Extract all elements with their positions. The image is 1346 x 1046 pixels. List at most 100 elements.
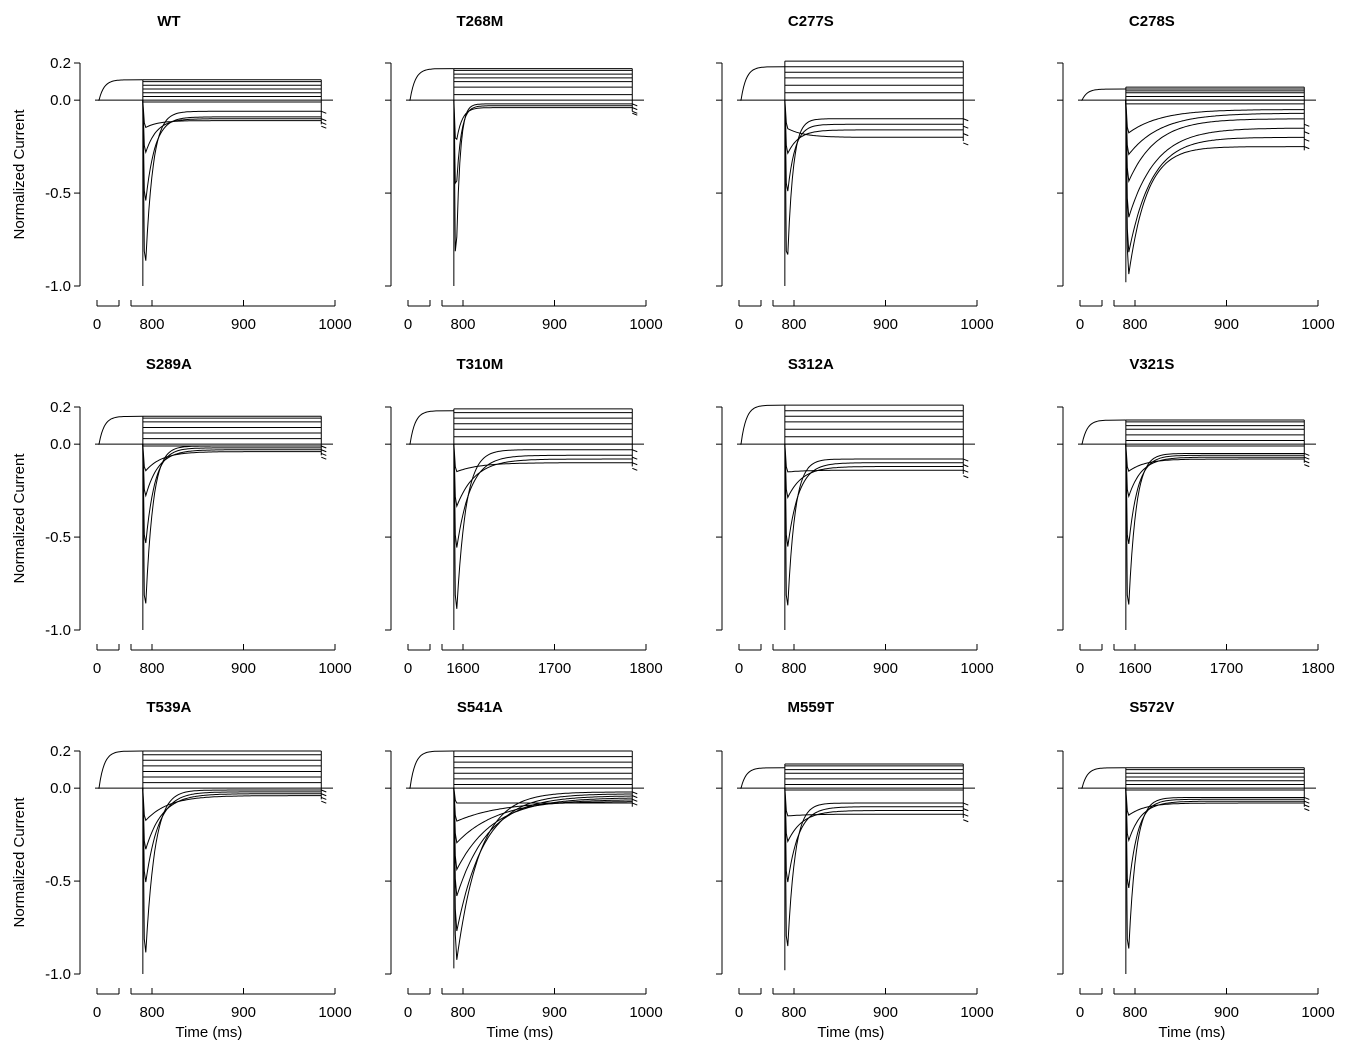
x-tick-label: 1000 [318,660,351,677]
x-tick-label: 0 [1076,316,1084,333]
tail-trace [1304,131,1310,135]
inward-current-trace [142,787,322,822]
tail-trace [963,142,969,146]
x-tick-label: 800 [139,660,164,677]
inward-current-trace [453,99,633,141]
x-tick-label: 0 [404,316,412,333]
inward-current-trace [784,787,964,817]
panel-title: T539A [146,699,191,716]
y-axis-label: Normalized Current [11,109,28,240]
panel-title: T310M [457,356,504,373]
tail-trace [321,456,327,460]
inward-current-trace [784,99,964,192]
inward-current-trace [784,787,964,947]
inward-current-trace [453,443,633,609]
inward-current-trace [453,443,633,548]
inward-current-trace [784,443,964,473]
inward-current-trace [1125,787,1305,949]
panel-title: M559T [788,699,835,716]
inward-current-trace [1125,443,1305,499]
tail-trace [632,112,638,116]
x-tick-label: 800 [781,660,806,677]
panel-s572v: S572V 0 800 900 1000 Time (ms) [1057,699,1335,1041]
inward-current-trace [453,787,633,932]
inward-current-trace [1125,99,1305,134]
y-tick-label: 0.0 [50,780,71,797]
x-tick-label: 900 [873,316,898,333]
tail-trace [963,118,969,122]
tail-trace [963,802,969,806]
tail-trace [632,791,638,795]
x-tick-label: 900 [542,1004,567,1021]
tail-trace [632,110,638,114]
x-tick-label: 800 [139,316,164,333]
inward-current-trace [142,443,322,472]
x-tick-label: 1000 [1301,316,1334,333]
panel-title: S289A [146,356,192,373]
tail-trace [1304,796,1310,800]
prepulse-trace [408,410,454,445]
tail-trace [632,795,638,799]
inward-current-trace [784,787,964,883]
inward-current-trace [1125,99,1305,218]
panel-title: S572V [1129,699,1174,716]
tail-trace [321,789,327,793]
x-tick-label: 1800 [629,660,662,677]
x-tick-label: 800 [781,316,806,333]
tail-trace [963,133,969,137]
inward-current-trace [1125,443,1305,544]
panel-title: C277S [788,13,834,30]
tail-trace [632,798,638,802]
inward-current-trace [1125,787,1305,888]
y-tick-label: -0.5 [45,529,71,546]
tail-trace [1304,456,1310,460]
prepulse-trace [739,66,785,101]
inward-current-trace [1125,99,1305,253]
inward-current-trace [1125,787,1305,817]
x-tick-label: 1700 [1210,660,1243,677]
x-tick-label: 900 [1214,316,1239,333]
x-tick-label: 800 [450,316,475,333]
x-tick-label: 0 [93,316,101,333]
inward-current-trace [453,443,633,509]
panel-m559t: M559T 0 800 900 1000 Time (ms) [716,699,994,1041]
inward-current-trace [784,443,964,547]
inward-current-trace [453,787,633,960]
x-tick-label: 1000 [629,316,662,333]
x-tick-label: 800 [781,1004,806,1021]
x-tick-label: 900 [231,1004,256,1021]
tail-trace [632,107,638,111]
tail-trace [963,819,969,823]
prepulse-trace [97,750,143,789]
y-tick-label: -0.5 [45,873,71,890]
tail-trace [632,462,638,466]
tail-trace [632,467,638,471]
x-axis-label: Time (ms) [175,1024,242,1041]
x-tick-label: 1800 [1301,660,1334,677]
tail-trace [632,802,638,806]
x-tick-label: 900 [873,660,898,677]
tail-trace [1304,452,1310,456]
inward-current-trace [784,443,964,499]
panel-s289a: S289A 0.2 0.0 -0.5 -1.0 Normalized Current 0 80… [11,356,352,677]
x-tick-label: 1000 [318,316,351,333]
x-tick-label: 1600 [1118,660,1151,677]
y-axis-label: Normalized Current [11,453,28,584]
inward-current-trace [142,787,322,850]
x-tick-label: 900 [231,660,256,677]
x-tick-label: 0 [735,316,743,333]
x-tick-label: 900 [231,316,256,333]
prepulse-trace [739,767,785,789]
tail-trace [963,464,969,468]
x-tick-label: 800 [1122,316,1147,333]
tail-trace [1304,138,1310,142]
inward-current-trace [784,99,964,255]
y-tick-label: 0.0 [50,436,71,453]
x-axis-label: Time (ms) [817,1024,884,1041]
x-tick-label: 1000 [318,1004,351,1021]
prepulse-trace [1080,767,1126,789]
panel-v321s: V321S 0 1600 1700 1800 [1057,356,1335,677]
inward-current-trace [453,99,633,185]
panel-s541a: S541A 0 800 900 1000 Time (ms) [385,699,663,1041]
prepulse-trace [1080,419,1126,445]
